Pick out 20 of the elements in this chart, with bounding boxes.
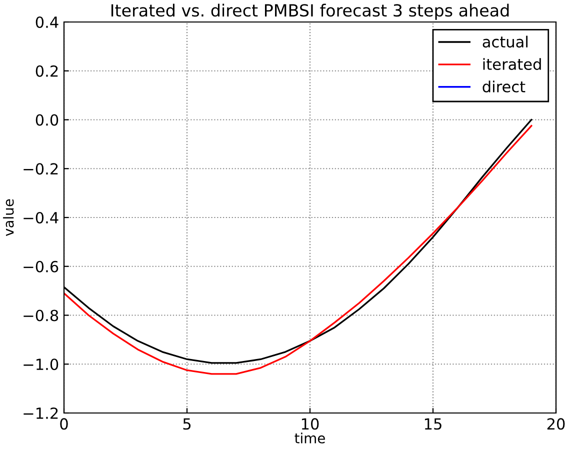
legend-label: actual xyxy=(482,36,528,48)
y-tick-label: −0.8 xyxy=(24,310,58,322)
y-tick-label: −1.0 xyxy=(24,358,58,370)
y-tick-label: 0.4 xyxy=(36,16,58,28)
y-tick-label: 0.2 xyxy=(36,65,58,77)
legend-label: direct xyxy=(482,80,526,92)
legend-label: iterated xyxy=(483,58,541,70)
x-tick-label: 15 xyxy=(424,418,442,430)
y-tick-label: −0.4 xyxy=(24,212,58,224)
x-tick-label: 10 xyxy=(302,418,319,430)
x-tick-label: 0 xyxy=(60,418,68,430)
y-tick-label: −1.2 xyxy=(24,407,58,419)
y-axis-title: value xyxy=(3,199,14,236)
y-tick-label: −0.2 xyxy=(24,163,58,175)
chart-title: Iterated vs. direct PMBSI forecast 3 steps ahead xyxy=(111,4,509,20)
x-axis-title: time xyxy=(294,432,325,444)
y-tick-label: 0.0 xyxy=(36,114,58,126)
x-tick-label: 20 xyxy=(547,418,565,430)
x-tick-label: 5 xyxy=(183,418,191,430)
y-tick-label: −0.6 xyxy=(24,260,58,272)
